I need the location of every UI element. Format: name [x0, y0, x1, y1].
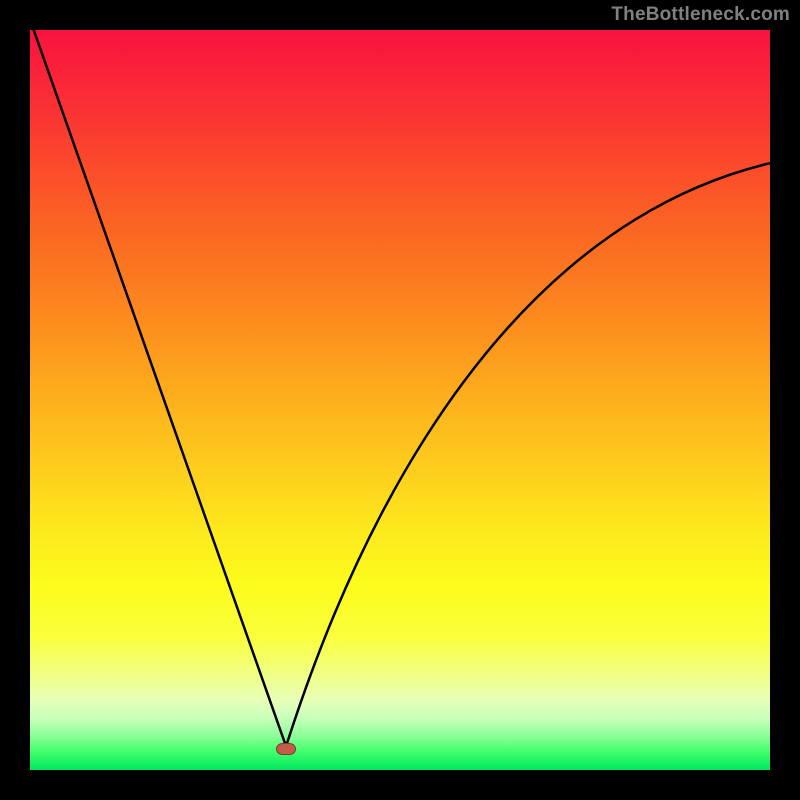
plot-area	[30, 30, 770, 770]
optimum-marker	[276, 743, 296, 755]
watermark-text: TheBottleneck.com	[611, 4, 790, 26]
bottleneck-curve	[30, 30, 770, 770]
